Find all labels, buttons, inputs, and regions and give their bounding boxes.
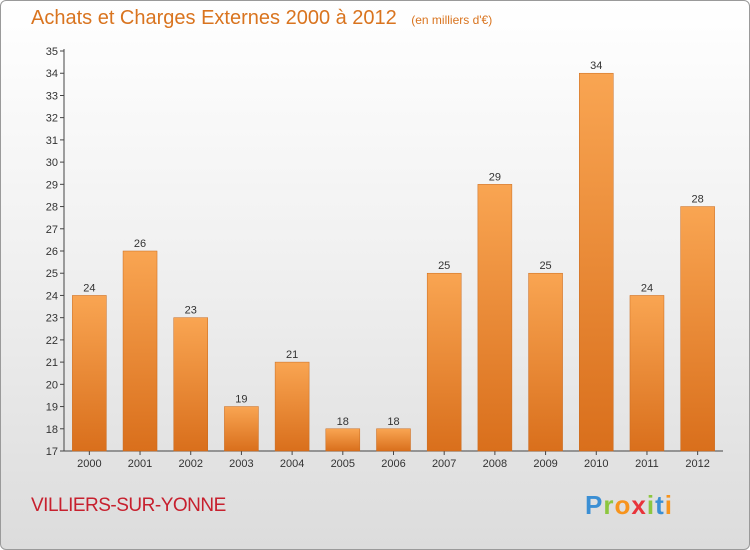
value-label-2003: 19 xyxy=(235,394,247,406)
logo-letter: i xyxy=(646,490,656,520)
x-tick-label-2002: 2002 xyxy=(178,458,202,470)
bar-2007 xyxy=(426,272,462,452)
x-tick-label-2004: 2004 xyxy=(280,458,304,470)
logo-letter: x xyxy=(631,490,647,520)
bar-2010 xyxy=(579,72,614,452)
bar-2006 xyxy=(376,428,411,452)
value-label-2008: 29 xyxy=(489,171,501,183)
value-label-2011: 24 xyxy=(641,282,653,294)
logo-letter: P xyxy=(585,490,604,520)
value-label-2010: 34 xyxy=(590,60,602,72)
y-tick-label: 23 xyxy=(46,313,58,325)
y-tick-label: 20 xyxy=(46,379,58,391)
x-tick-label-2009: 2009 xyxy=(533,458,557,470)
value-label-2001: 26 xyxy=(134,238,146,250)
value-label-2007: 25 xyxy=(438,260,450,272)
chart-unit: (en milliers d'€) xyxy=(411,13,493,27)
chart-title-block: Achats et Charges Externes 2000 à 2012 (… xyxy=(31,7,492,30)
chart-title: Achats et Charges Externes 2000 à 2012 xyxy=(31,7,397,29)
y-tick-label: 25 xyxy=(46,268,58,280)
value-label-2005: 18 xyxy=(337,416,349,428)
y-tick-label: 19 xyxy=(46,402,58,414)
x-tick-label-2005: 2005 xyxy=(331,458,355,470)
value-label-2004: 21 xyxy=(286,349,298,361)
y-tick-label: 24 xyxy=(46,290,58,302)
bar-2002 xyxy=(173,317,208,452)
y-tick-label: 21 xyxy=(46,357,58,369)
y-tick-label: 35 xyxy=(46,46,58,58)
x-tick-label-2012: 2012 xyxy=(685,458,709,470)
value-label-2000: 24 xyxy=(83,282,95,294)
x-tick-label-2003: 2003 xyxy=(229,458,253,470)
logo-letter: t xyxy=(655,490,665,520)
y-tick-label: 34 xyxy=(46,68,58,80)
value-label-2002: 23 xyxy=(185,305,197,317)
y-tick-label: 31 xyxy=(46,135,58,147)
city-name: VILLIERS-SUR-YONNE xyxy=(31,495,226,516)
y-tick-label: 18 xyxy=(46,424,58,436)
y-tick-label: 28 xyxy=(46,202,58,214)
y-tick-label: 22 xyxy=(46,335,58,347)
x-tick-label-2000: 2000 xyxy=(77,458,101,470)
value-label-2006: 18 xyxy=(387,416,399,428)
y-tick-label: 33 xyxy=(46,90,58,102)
bar-2008 xyxy=(477,184,513,452)
x-tick-label-2008: 2008 xyxy=(483,458,507,470)
bars xyxy=(72,72,715,452)
bar-2011 xyxy=(629,295,665,452)
bar-2012 xyxy=(680,206,715,452)
y-tick-label: 29 xyxy=(46,179,58,191)
y-tick-label: 30 xyxy=(46,157,58,169)
bar-2009 xyxy=(528,272,563,452)
bar-2004 xyxy=(274,361,310,452)
y-tick-label: 26 xyxy=(46,246,58,258)
y-tick-label: 17 xyxy=(46,446,58,458)
x-tick-label-2011: 2011 xyxy=(635,458,659,470)
bar-2000 xyxy=(72,295,107,452)
proxiti-logo[interactable]: Proxiti xyxy=(585,490,673,521)
bar-2001 xyxy=(122,250,158,452)
x-tick-label-2007: 2007 xyxy=(432,458,456,470)
logo-letter: o xyxy=(614,490,632,520)
value-label-2009: 25 xyxy=(539,260,551,272)
y-tick-label: 32 xyxy=(46,113,58,125)
x-tick-label-2001: 2001 xyxy=(128,458,152,470)
logo-letter: i xyxy=(664,490,673,520)
x-tick-label-2010: 2010 xyxy=(584,458,608,470)
logo-letter: r xyxy=(603,490,615,520)
bar-2005 xyxy=(325,428,361,452)
value-label-2012: 28 xyxy=(692,194,704,206)
data-labels: 24 26 23 19 21 18 18 25 29 25 34 24 28 xyxy=(83,60,704,428)
x-tick-label-2006: 2006 xyxy=(381,458,405,470)
bar-2003 xyxy=(224,406,259,452)
y-tick-label: 27 xyxy=(46,224,58,236)
